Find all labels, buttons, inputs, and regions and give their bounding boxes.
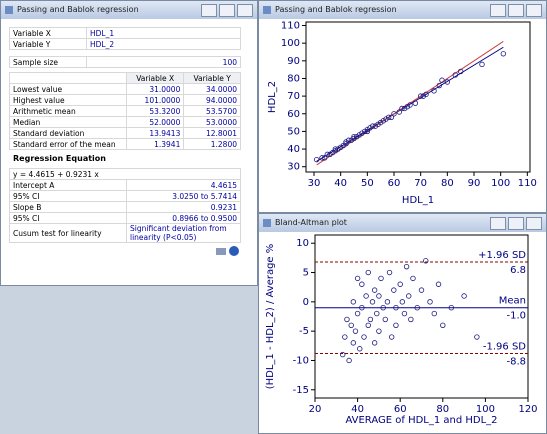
- row: Cusum test for linearity Significant devi…: [9, 223, 241, 243]
- cell: Slope B: [9, 201, 127, 213]
- cell: Arithmetic mean: [9, 105, 127, 117]
- row: Lowest value 31.0000 34.0000: [9, 83, 241, 95]
- cell: Median: [9, 116, 127, 128]
- minimize[interactable]: [490, 4, 506, 17]
- cell: 100: [86, 56, 241, 68]
- maximize[interactable]: [219, 4, 235, 17]
- row: Median 52.0000 53.0000: [9, 116, 241, 128]
- cell: 53.0000: [183, 116, 241, 128]
- bland-altman-window: Bland-Altman plot: [258, 213, 547, 434]
- cell: Variable Y: [9, 38, 87, 50]
- cell: Standard deviation: [9, 127, 127, 139]
- report-window: Passing and Bablok regression Variable X…: [0, 0, 258, 286]
- row: Intercept A 4.4615: [9, 179, 241, 191]
- row: Slope B 0.9231: [9, 201, 241, 213]
- toolbar-icons: [216, 246, 239, 256]
- window-title: Passing and Bablok regression: [17, 5, 139, 14]
- title-bar: Bland-Altman plot: [259, 214, 546, 232]
- cell: Lowest value: [9, 83, 127, 95]
- window-title: Passing and Bablok regression: [275, 5, 397, 14]
- row: Standard deviation 13.9413 12.8001: [9, 127, 241, 139]
- cell: 95% CI: [9, 190, 127, 202]
- cell: 31.0000: [125, 83, 185, 95]
- cell: Intercept A: [9, 179, 127, 191]
- variables-table: Variable X HDL_1 Variable Y HDL_2: [9, 27, 241, 50]
- maximize[interactable]: [508, 217, 524, 230]
- equation: y = 4.4615 + 0.9231 x: [9, 168, 241, 180]
- cell: [9, 72, 127, 84]
- help-icon[interactable]: [229, 246, 239, 256]
- cell: Variable X: [125, 72, 185, 84]
- cell: 0.9231: [126, 201, 241, 213]
- print-icon[interactable]: [216, 248, 226, 255]
- close[interactable]: [237, 4, 253, 17]
- row: Highest value 101.0000 94.0000: [9, 94, 241, 106]
- cell: 4.4615: [126, 179, 241, 191]
- cell: Variable Y: [183, 72, 241, 84]
- cell: 13.9413: [125, 127, 185, 139]
- cell: 3.0250 to 5.7414: [126, 190, 241, 202]
- close[interactable]: [526, 217, 542, 230]
- cell: 52.0000: [125, 116, 185, 128]
- cell: Cusum test for linearity: [9, 223, 127, 243]
- regression-table: y = 4.4615 + 0.9231 x Intercept A 4.4615 9…: [9, 168, 241, 243]
- cell: 34.0000: [183, 83, 241, 95]
- row: Arithmetic mean 53.3200 53.5700: [9, 105, 241, 117]
- row: 95% CI 3.0250 to 5.7414: [9, 190, 241, 202]
- cell: 101.0000: [125, 94, 185, 106]
- cell: 94.0000: [183, 94, 241, 106]
- cell: 1.2800: [183, 138, 241, 150]
- cell: Standard error of the mean: [9, 138, 127, 150]
- cell: 1.3941: [125, 138, 185, 150]
- title-bar: Passing and Bablok regression: [259, 1, 546, 19]
- stats-table: Variable X Variable Y Lowest value 31.0000…: [9, 72, 241, 150]
- row: 95% CI 0.8966 to 0.9500: [9, 212, 241, 224]
- close[interactable]: [526, 4, 542, 17]
- window-title: Bland-Altman plot: [275, 218, 347, 227]
- scatter-window: Passing and Bablok regression: [258, 0, 547, 213]
- minimize[interactable]: [490, 217, 506, 230]
- cell: 53.3200: [125, 105, 185, 117]
- cell: Highest value: [9, 94, 127, 106]
- cell: 0.8966 to 0.9500: [126, 212, 241, 224]
- cell: 12.8001: [183, 127, 241, 139]
- section-heading: Regression Equation: [13, 154, 106, 163]
- maximize[interactable]: [508, 4, 524, 17]
- cell: HDL_2: [86, 38, 241, 50]
- row: Standard error of the mean 1.3941 1.2800: [9, 138, 241, 150]
- cell: Sample size: [9, 56, 87, 68]
- cell: Significant deviation from linearity (P<…: [126, 223, 241, 243]
- cell: Variable X: [9, 27, 87, 39]
- sample-table: Sample size 100: [9, 56, 241, 68]
- title-bar: Passing and Bablok regression: [1, 1, 257, 19]
- minimize[interactable]: [201, 4, 217, 17]
- cell: 53.5700: [183, 105, 241, 117]
- cell: 95% CI: [9, 212, 127, 224]
- cell: HDL_1: [86, 27, 241, 39]
